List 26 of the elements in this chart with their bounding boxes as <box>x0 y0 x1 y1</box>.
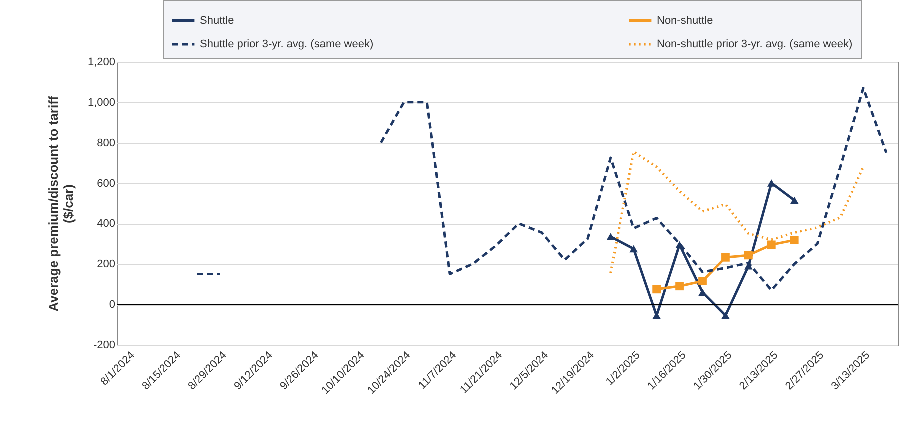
point <box>630 245 638 253</box>
point <box>606 233 616 240</box>
legend-label: Shuttle prior 3-yr. avg. (same week) <box>200 38 374 50</box>
y-axis-title: Average premium/discount to tariff ($/car) <box>46 96 76 312</box>
point <box>698 277 707 286</box>
y-tick-label: 1,000 <box>88 96 116 109</box>
y-tick-label: 1,200 <box>88 56 116 68</box>
y-tick-label: 200 <box>97 258 116 271</box>
y-tick-label: -200 <box>93 340 116 352</box>
point <box>698 288 707 296</box>
y-tick-label: 600 <box>97 178 116 190</box>
point <box>767 240 776 250</box>
y-tick-label: 400 <box>97 218 116 230</box>
y-tick-label: 800 <box>97 137 116 150</box>
point <box>676 282 684 291</box>
legend-label: Non-shuttle <box>657 14 714 27</box>
point <box>790 236 799 244</box>
point <box>722 312 730 320</box>
point <box>744 251 753 260</box>
legend-label: Shuttle <box>200 14 234 27</box>
line-series <box>610 150 865 274</box>
legend-label: Non-shuttle prior 3-yr. avg. (same week) <box>657 38 853 50</box>
y-tick-label: 0 <box>109 299 116 312</box>
point <box>722 253 730 262</box>
point <box>790 196 799 204</box>
point <box>652 285 661 294</box>
